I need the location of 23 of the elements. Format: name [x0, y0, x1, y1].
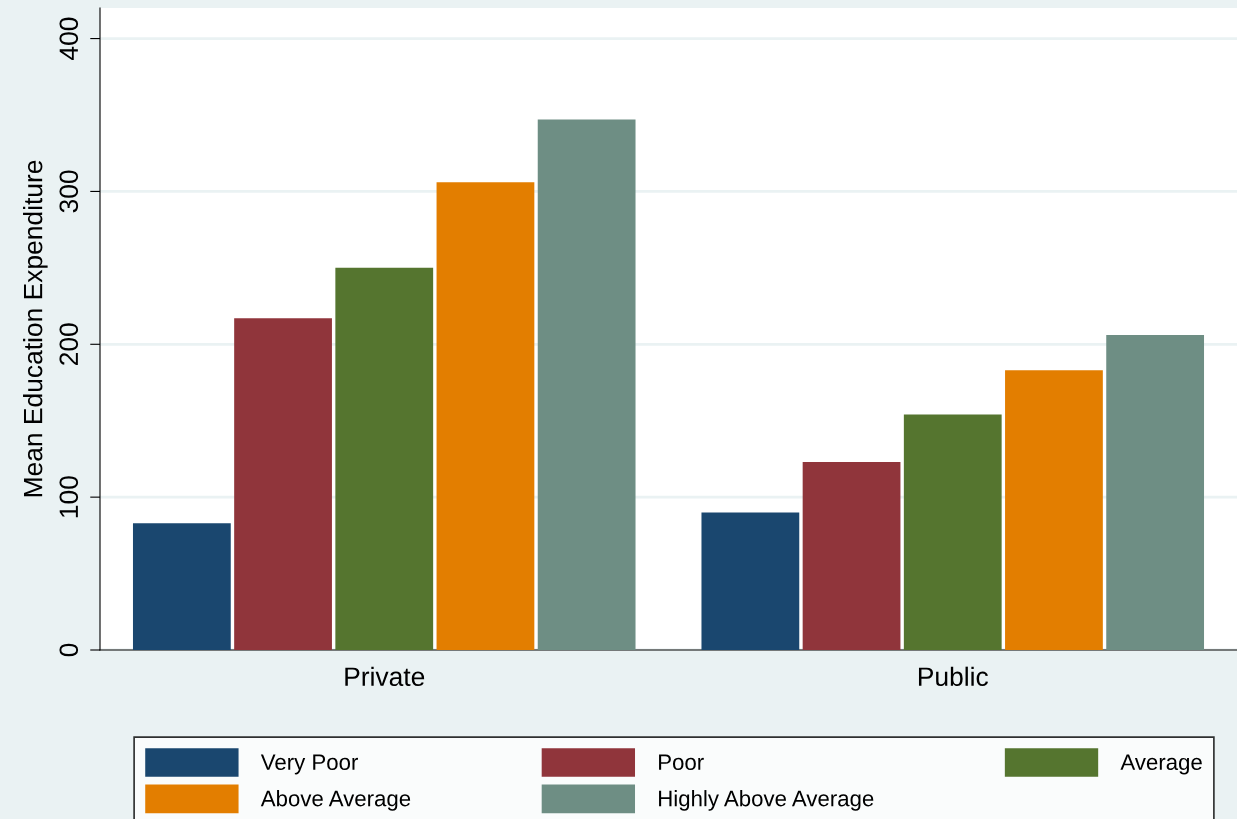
bar	[234, 318, 332, 650]
bar	[903, 414, 1002, 650]
legend-label: Very Poor	[260, 754, 358, 775]
legend-label: Highly Above Average	[659, 790, 874, 811]
bar	[335, 267, 434, 650]
legend-label: Average	[1120, 754, 1202, 775]
legend-label: Poor	[659, 754, 704, 771]
y-tick-label: 300	[59, 170, 79, 213]
y-tick-label: 100	[59, 476, 79, 518]
bar	[701, 512, 800, 650]
y-tick-label: 0	[59, 643, 79, 657]
legend-label: Above Average	[260, 790, 411, 811]
bar	[537, 119, 636, 650]
bar	[802, 461, 901, 650]
bar	[1106, 335, 1205, 650]
bar	[1005, 370, 1103, 650]
y-tick-label: 200	[59, 323, 79, 365]
bar	[436, 182, 535, 650]
bar	[132, 523, 231, 650]
x-tick-label: Private	[345, 666, 425, 687]
x-tick-label: Public	[918, 666, 988, 687]
y-tick-label: 400	[59, 17, 79, 60]
y-axis-title: Mean Education Expenditure	[23, 160, 48, 497]
